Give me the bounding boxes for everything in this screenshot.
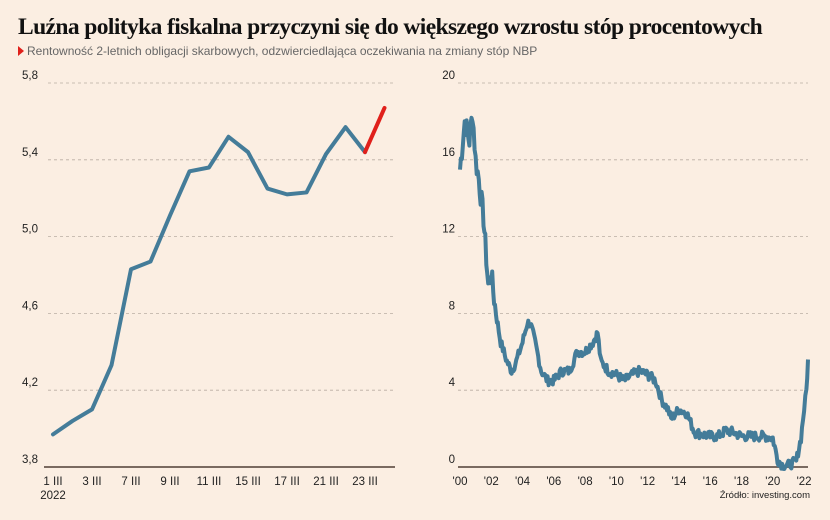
y-tick-label: 4,6 <box>22 300 38 312</box>
red-triangle-icon <box>18 46 24 56</box>
x-tick-label: 3 III <box>82 476 101 488</box>
chart-subtitle: Rentowność 2-letnich obligacji skarbowyc… <box>18 44 537 58</box>
x-tick-label: 11 III <box>197 476 222 488</box>
y-tick-label: 8 <box>449 300 455 312</box>
y-tick-label: 5,0 <box>22 224 38 236</box>
x-tick-label: '08 <box>578 476 593 488</box>
x-tick-label: '04 <box>515 476 531 488</box>
y-tick-label: 12 <box>442 224 455 236</box>
y-tick-label: 4,2 <box>22 377 38 389</box>
y-tick-label: 0 <box>449 454 455 466</box>
y-tick-label: 20 <box>442 70 455 82</box>
x-tick-label: '16 <box>703 476 718 488</box>
x-tick-label: '00 <box>453 476 468 488</box>
subtitle-text: Rentowność 2-letnich obligacji skarbowyc… <box>27 44 538 58</box>
x-tick-label: 7 III <box>121 476 140 488</box>
x-tick-label: '02 <box>484 476 499 488</box>
series-line <box>51 125 367 437</box>
y-tick-label: 5,4 <box>22 147 39 159</box>
x-tick-label: 9 III <box>160 476 179 488</box>
x-tick-label: 23 III <box>352 476 378 488</box>
x-tick-label: '14 <box>671 476 687 488</box>
x-tick-label: '22 <box>797 476 812 488</box>
series-line <box>458 115 810 471</box>
x-tick-label: 15 III <box>235 476 261 488</box>
x-tick-label: '18 <box>734 476 749 488</box>
y-tick-label: 5,8 <box>22 70 38 82</box>
x-year-label: 2022 <box>40 490 66 502</box>
source-note: Źródło: investing.com <box>719 490 810 501</box>
y-tick-label: 4 <box>449 377 456 389</box>
x-tick-label: '12 <box>640 476 655 488</box>
x-tick-label: 17 III <box>274 476 300 488</box>
x-tick-label: '20 <box>765 476 780 488</box>
x-tick-label: 21 III <box>313 476 339 488</box>
x-tick-label: '10 <box>609 476 624 488</box>
highlight-segment <box>363 105 387 155</box>
y-tick-label: 3,8 <box>22 454 38 466</box>
x-tick-label: 1 III <box>43 476 62 488</box>
chart-title: Luźna polityka fiskalna przyczyni się do… <box>18 14 763 40</box>
y-tick-label: 16 <box>442 147 455 159</box>
x-tick-label: '06 <box>546 476 561 488</box>
